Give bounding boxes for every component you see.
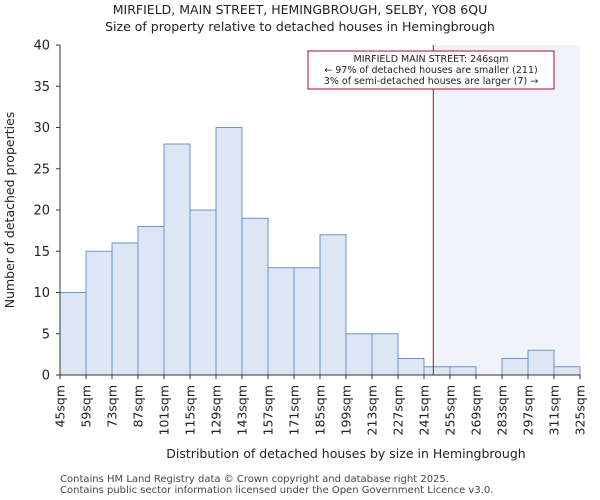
y-tick-label: 15 [33, 245, 50, 260]
bar-59sqm [85, 250, 113, 376]
x-tick-label: 157sqm [261, 385, 276, 435]
x-tick-label: 129sqm [209, 385, 224, 435]
annotation-box [307, 50, 555, 90]
bar-171sqm [293, 267, 321, 376]
bar-213sqm [371, 333, 399, 376]
x-axis-label: Distribution of detached houses by size … [166, 446, 525, 461]
y-axis-label: Number of detached properties [2, 112, 17, 309]
bar-185sqm [319, 234, 347, 376]
x-tick-label: 241sqm [417, 385, 432, 435]
bar-101sqm [163, 143, 191, 376]
annotation-line-1: MIRFIELD MAIN STREET: 246sqm [354, 54, 509, 65]
bar-45sqm [59, 292, 87, 376]
x-tick-label: 59sqm [79, 385, 94, 428]
x-tick-label: 297sqm [521, 385, 536, 435]
y-tick-label: 30 [33, 121, 50, 136]
bar-283sqm [501, 358, 529, 376]
y-tick-label: 0 [42, 369, 50, 384]
x-tick-label: 255sqm [443, 385, 458, 435]
x-tick-label: 115sqm [183, 385, 198, 435]
x-tick-label: 171sqm [287, 385, 302, 435]
y-tick-label: 40 [33, 39, 50, 54]
x-tick-label: 311sqm [547, 385, 562, 435]
y-tick-label: 20 [33, 204, 50, 219]
bar-87sqm [137, 226, 165, 376]
x-tick-label: 185sqm [313, 385, 328, 435]
x-tick-label: 213sqm [365, 385, 380, 435]
annotation-line-3: 3% of semi-detached houses are larger (7… [324, 76, 538, 87]
x-tick-label: 283sqm [495, 385, 510, 435]
x-tick-label: 73sqm [105, 385, 120, 428]
y-tick-label: 25 [33, 162, 50, 177]
bar-255sqm [449, 366, 477, 376]
bar-143sqm [241, 217, 269, 376]
y-tick-label: 5 [42, 327, 50, 342]
annotation-line-2: ← 97% of detached houses are smaller (21… [324, 65, 537, 76]
chart-subtitle: Size of property relative to detached ho… [105, 19, 495, 34]
y-tick-label: 10 [33, 286, 50, 301]
x-tick-label: 269sqm [469, 385, 484, 435]
bar-73sqm [111, 242, 139, 376]
bar-115sqm [189, 209, 217, 376]
bar-297sqm [527, 349, 555, 376]
x-tick-label: 199sqm [339, 385, 354, 435]
highlight-region [433, 45, 580, 375]
bar-241sqm [423, 366, 451, 376]
x-tick-label: 87sqm [131, 385, 146, 428]
footer-line-1: Contains HM Land Registry data © Crown c… [60, 474, 449, 485]
bar-157sqm [267, 267, 295, 376]
x-tick-label: 325sqm [573, 385, 588, 435]
footer-line-2: Contains public sector information licen… [60, 485, 494, 496]
bar-129sqm [215, 127, 243, 376]
bar-227sqm [397, 358, 425, 376]
bar-311sqm [553, 366, 581, 376]
x-tick-label: 101sqm [157, 385, 172, 435]
x-tick-label: 227sqm [391, 385, 406, 435]
bar-199sqm [345, 333, 373, 376]
x-tick-label: 45sqm [53, 385, 68, 428]
x-tick-label: 143sqm [235, 385, 250, 435]
chart-title: MIRFIELD, MAIN STREET, HEMINGBROUGH, SEL… [112, 2, 488, 17]
y-tick-label: 35 [33, 80, 50, 95]
